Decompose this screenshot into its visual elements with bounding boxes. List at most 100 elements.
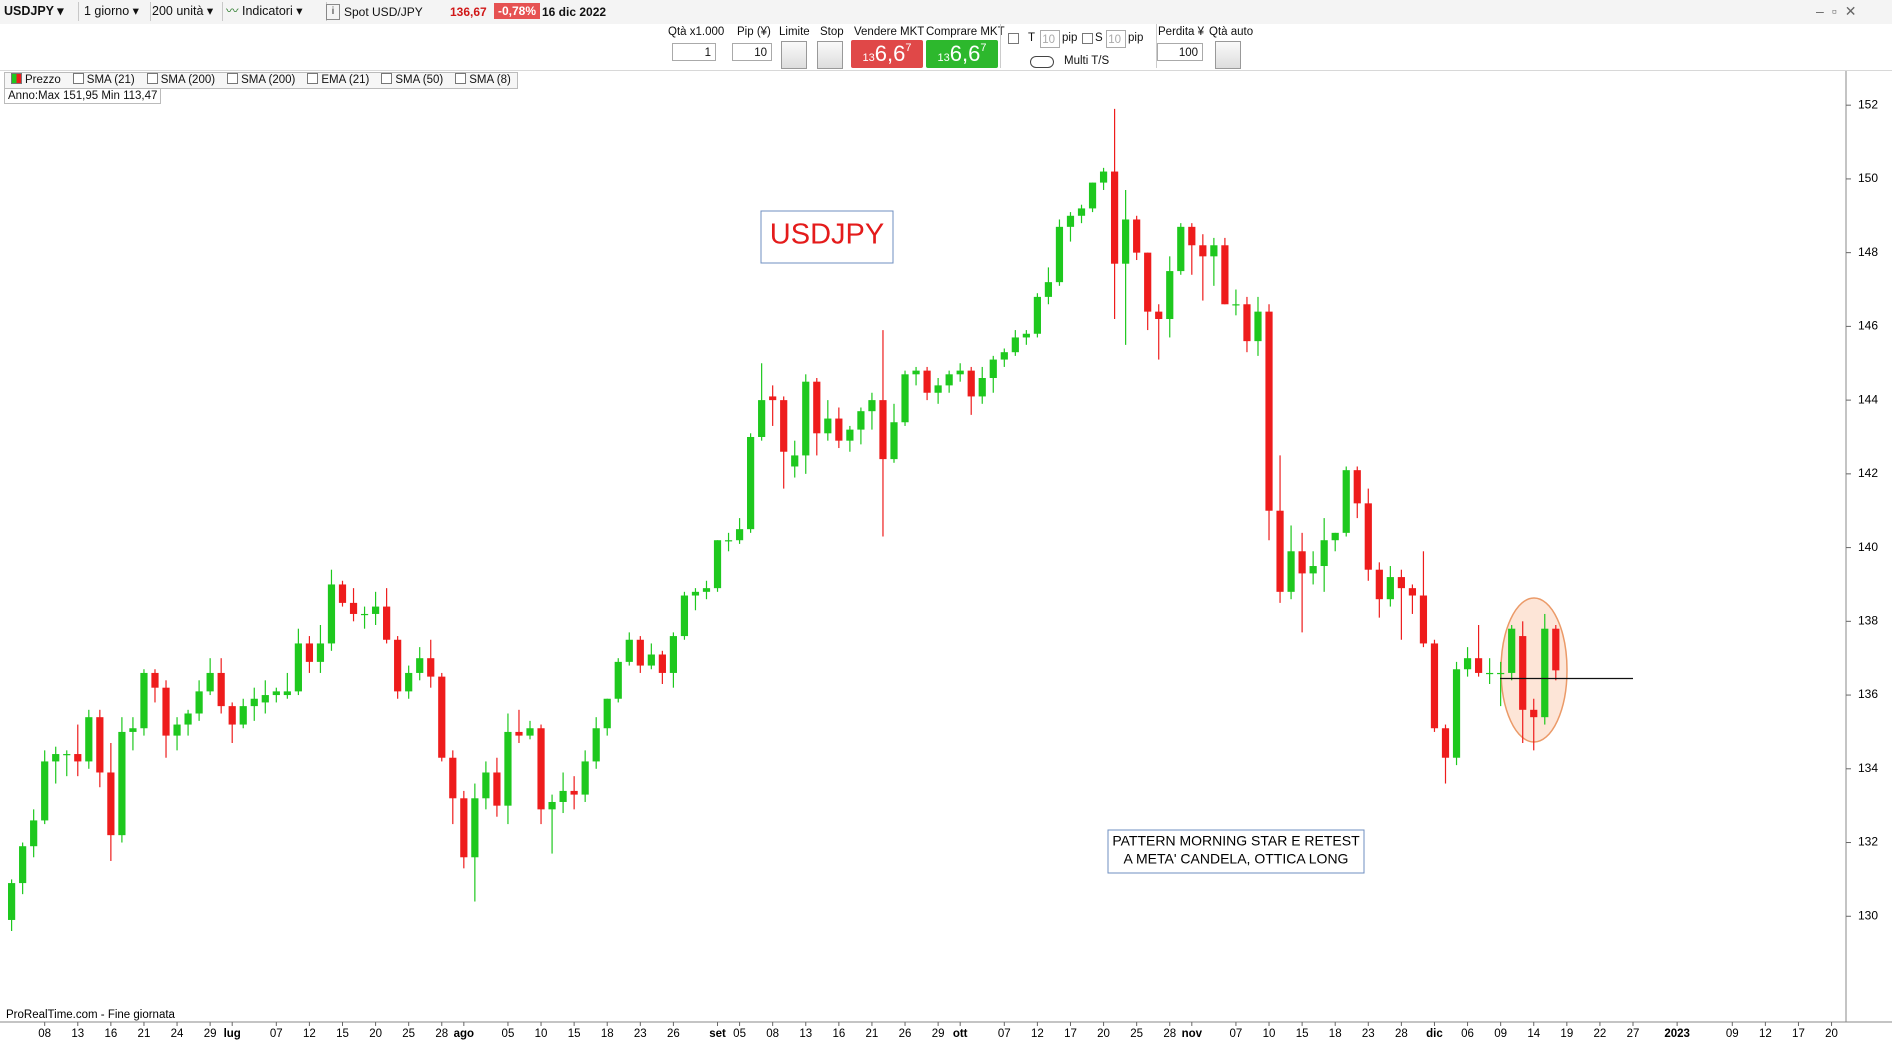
candle-body — [1022, 333, 1030, 338]
candle-body — [691, 591, 700, 596]
y-tick-label: 148 — [1858, 245, 1878, 259]
y-tick-label: 134 — [1858, 761, 1878, 775]
candle-body — [901, 374, 909, 423]
candle-body — [559, 790, 567, 802]
indicator-checkbox[interactable] — [307, 73, 319, 84]
candle-body — [504, 731, 512, 806]
t-checkbox[interactable] — [1008, 33, 1019, 44]
candle-body — [239, 706, 247, 725]
info-icon[interactable]: i — [326, 4, 340, 20]
candle-body — [85, 717, 93, 762]
y-tick-label: 142 — [1858, 466, 1878, 480]
candle-body — [802, 381, 810, 456]
candle-body — [735, 529, 744, 541]
candle-body — [1408, 588, 1417, 596]
sell-button[interactable]: 136,67 — [851, 40, 923, 68]
last-price: 136,67 — [450, 5, 487, 19]
candle-body — [327, 584, 336, 644]
candle-body — [195, 691, 203, 714]
x-tick-label: 27 — [1627, 1028, 1640, 1040]
buy-price-tail: 7 — [980, 42, 987, 54]
candle-body — [338, 584, 347, 603]
indicator-checkbox[interactable] — [381, 73, 393, 84]
x-tick-label: 21 — [138, 1028, 151, 1040]
candle-body — [1430, 643, 1439, 729]
x-tick-label: dic — [1426, 1028, 1443, 1040]
candle-body — [1199, 245, 1207, 257]
sell-price-tail: 7 — [905, 42, 912, 54]
indicator-checkbox[interactable] — [227, 73, 239, 84]
plot-area — [0, 70, 1846, 1022]
candle-body — [482, 772, 490, 799]
indicator-checkbox[interactable] — [72, 73, 84, 84]
indicator-checkbox[interactable] — [455, 73, 467, 84]
candle-body — [1331, 532, 1339, 541]
candle-body — [1419, 595, 1428, 644]
s-checkbox[interactable] — [1082, 33, 1093, 44]
x-tick-label: 28 — [1163, 1028, 1176, 1040]
candle-body — [250, 698, 258, 707]
qty-input[interactable]: 1 — [672, 43, 716, 61]
auto-qty-button[interactable] — [1215, 41, 1241, 69]
stop-button[interactable] — [817, 41, 843, 69]
s-input[interactable]: 10 — [1106, 30, 1126, 48]
footer: ProRealTime.com - Fine giornata — [6, 1009, 176, 1021]
x-tick-label: 29 — [932, 1028, 945, 1040]
x-tick-label: 25 — [1130, 1028, 1143, 1040]
candle-body — [603, 698, 611, 729]
x-tick-label: 07 — [998, 1028, 1011, 1040]
units-dropdown[interactable]: 200 unità ▾ — [148, 2, 223, 21]
symbol: USDJPY — [4, 4, 54, 18]
window-controls[interactable]: –▫✕ — [1816, 3, 1865, 19]
x-tick-label: 26 — [899, 1028, 912, 1040]
candle-body — [107, 772, 115, 836]
indicator-checkbox[interactable] — [11, 73, 22, 84]
x-tick-label: 20 — [369, 1028, 382, 1040]
indicator-label: SMA (21) — [86, 74, 135, 86]
candle-body — [846, 429, 854, 441]
pip-input[interactable]: 10 — [732, 43, 772, 61]
candle-body — [173, 724, 181, 736]
limit-button[interactable] — [781, 41, 807, 69]
candle-body — [702, 588, 711, 592]
loss-input[interactable]: 100 — [1157, 43, 1203, 61]
x-tick-label: 05 — [733, 1028, 746, 1040]
candle-body — [140, 672, 148, 729]
t-input[interactable]: 10 — [1040, 30, 1060, 48]
indicator-label: SMA (8) — [469, 74, 511, 86]
candle-body — [758, 400, 766, 437]
candle-body — [371, 606, 380, 614]
x-tick-label: 12 — [1759, 1028, 1772, 1040]
candle-body — [669, 636, 677, 673]
candle-body — [548, 801, 556, 810]
x-tick-label: 07 — [270, 1028, 283, 1040]
x-tick-label: 18 — [601, 1028, 614, 1040]
candle-body — [438, 676, 446, 758]
candle-body — [835, 418, 843, 441]
candle-body — [471, 798, 479, 858]
candle-body — [625, 639, 633, 662]
candle-body — [493, 772, 501, 806]
candle-body — [967, 370, 975, 397]
indicators-button[interactable]: 〰 Indicatori ▾ — [222, 2, 327, 21]
candle-body — [118, 731, 126, 836]
x-tick-label: ott — [953, 1028, 968, 1040]
x-tick-label: 12 — [303, 1028, 316, 1040]
candle-body — [956, 370, 964, 375]
multi-toggle[interactable] — [1030, 56, 1054, 68]
auto-qty-label: Qtà auto — [1209, 26, 1254, 38]
timeframe-dropdown[interactable]: 1 giorno ▾ — [80, 2, 151, 21]
candle-body — [1210, 245, 1218, 257]
buy-label: Comprare MKT — [926, 26, 1005, 38]
candle-body — [1033, 296, 1041, 334]
buy-button[interactable]: 136,67 — [926, 40, 998, 68]
candle-body — [747, 436, 755, 530]
candle-body — [1375, 569, 1383, 600]
candle-body — [636, 639, 644, 666]
symbol-dropdown[interactable]: USDJPY ▾ — [0, 2, 79, 21]
x-tick-label: 12 — [1031, 1028, 1044, 1040]
candle-body — [184, 713, 192, 725]
candle-body — [570, 790, 578, 795]
candle-body — [1441, 728, 1450, 758]
indicator-checkbox[interactable] — [146, 73, 158, 84]
